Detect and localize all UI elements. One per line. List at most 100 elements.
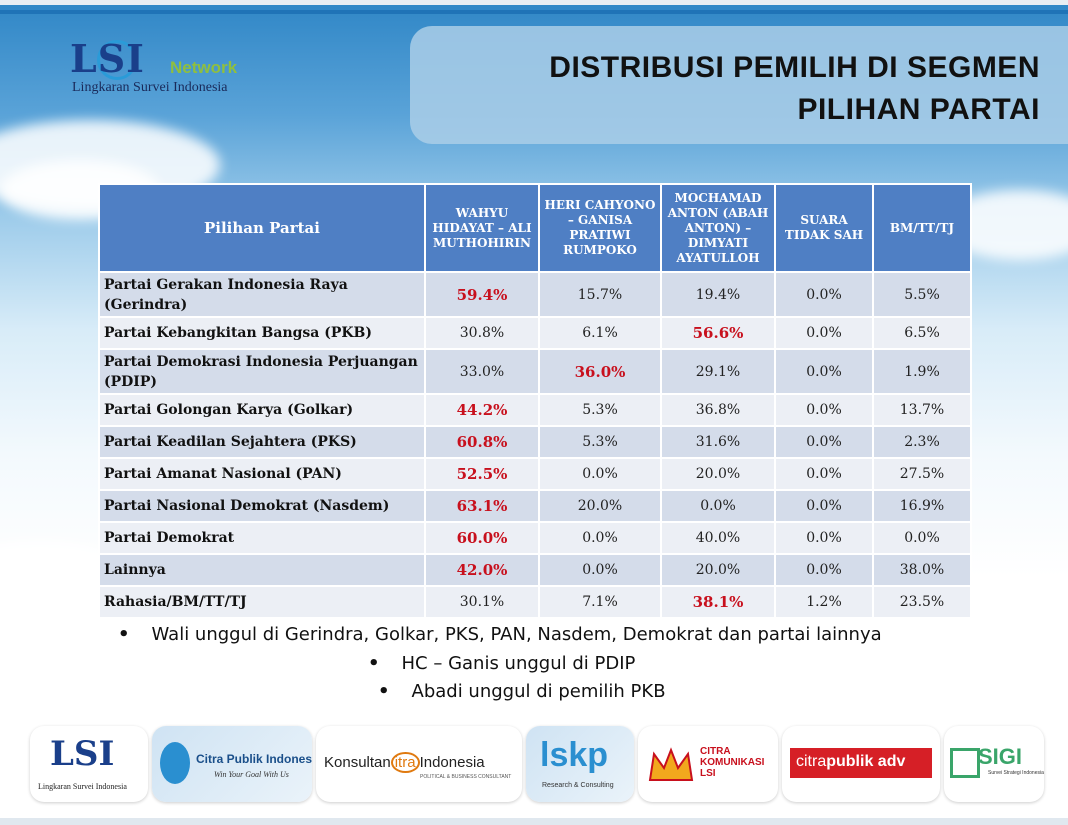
top-accent-bar (0, 10, 1068, 14)
sigi-mark: SIGI (978, 744, 1023, 769)
party-name-cell: Partai Amanat Nasional (PAN) (98, 457, 426, 491)
sigi-tagline: Survei Strategi Indonesia (988, 770, 1044, 776)
title-panel (410, 26, 1068, 144)
bullet-text: HC – Ganis unggul di PDIP (401, 653, 636, 674)
column-header: Pilihan Partai (98, 183, 426, 273)
value-cell: 0.0% (774, 316, 874, 350)
value-cell: 29.1% (660, 348, 776, 395)
logo-network-text: Network (170, 58, 238, 77)
ck-line3: LSI (700, 768, 716, 779)
table-row: Partai Gerakan Indonesia Raya (Gerindra)… (98, 271, 972, 318)
data-table-container: Pilihan Partai WAHYU HIDAYAT – ALI MUTHO… (98, 183, 972, 619)
footer-logo-citra-komunikasi: CITRA KOMUNIKASI LSI (638, 726, 778, 802)
value-cell: 20.0% (660, 457, 776, 491)
party-name-cell: Partai Gerakan Indonesia Raya (Gerindra) (98, 271, 426, 318)
value-cell: 23.5% (872, 585, 972, 619)
value-cell: 1.2% (774, 585, 874, 619)
logo-subtitle: Lingkaran Survei Indonesia (72, 80, 228, 95)
column-header: MOCHAMAD ANTON (ABAH ANTON) – DIMYATI AY… (660, 183, 776, 273)
value-cell: 0.0% (774, 425, 874, 459)
value-cell: 42.0% (424, 553, 540, 587)
citra-publik-tagline: Win Your Goal With Us (214, 770, 289, 779)
table-row: Partai Golongan Karya (Golkar) 44.2% 5.3% 3… (98, 393, 972, 427)
value-cell: 5.5% (872, 271, 972, 318)
value-cell: 0.0% (774, 521, 874, 555)
value-cell: 0.0% (538, 553, 662, 587)
party-name-cell: Partai Kebangkitan Bangsa (PKB) (98, 316, 426, 350)
value-cell: 33.0% (424, 348, 540, 395)
value-cell: 56.6% (660, 316, 776, 350)
konsultan-tagline: POLITICAL & BUSINESS CONSULTANT (420, 774, 512, 780)
title-line-2: PILIHAN PARTAI (797, 93, 1040, 126)
footer-logo-lsi: LSI Lingkaran Survei Indonesia (30, 726, 148, 802)
value-cell: 16.9% (872, 489, 972, 523)
value-cell: 60.0% (424, 521, 540, 555)
value-cell: 36.8% (660, 393, 776, 427)
konsultan-prefix: Konsultan (324, 754, 391, 771)
citra-publik-name: Citra Publik Indonesia (196, 752, 312, 766)
value-cell: 0.0% (774, 348, 874, 395)
table-row: Partai Keadilan Sejahtera (PKS) 60.8% 5.3%… (98, 425, 972, 459)
column-header: BM/TT/TJ (872, 183, 972, 273)
value-cell: 0.0% (538, 457, 662, 491)
crown-icon (648, 747, 694, 781)
table-row: Partai Nasional Demokrat (Nasdem) 63.1% 20… (98, 489, 972, 523)
sigi-square-icon (950, 748, 980, 778)
value-cell: 0.0% (660, 489, 776, 523)
adv-text: citrapublik adv (796, 753, 905, 771)
party-name-cell: Partai Golongan Karya (Golkar) (98, 393, 426, 427)
value-cell: 63.1% (424, 489, 540, 523)
value-cell: 13.7% (872, 393, 972, 427)
logo-ring-icon (97, 40, 137, 80)
ck-line1: CITRA (700, 746, 731, 757)
lsi-network-logo: LSI Network Lingkaran Survei Indonesia (70, 36, 270, 96)
table-header-row: Pilihan Partai WAHYU HIDAYAT – ALI MUTHO… (98, 183, 972, 273)
value-cell: 0.0% (774, 489, 874, 523)
top-border (0, 0, 1068, 5)
value-cell: 38.0% (872, 553, 972, 587)
bullet-item: • Abadi unggul di pemilih PKB (378, 681, 666, 702)
konsultan-suffix: Indonesia (419, 754, 485, 771)
value-cell: 0.0% (774, 271, 874, 318)
konsultan-middle: itra (390, 752, 420, 773)
footer-logo-konsultan-citra: Konsultan itra Indonesia POLITICAL & BUSIN… (316, 726, 522, 802)
ck-line2: KOMUNIKASI (700, 757, 765, 768)
value-cell: 52.5% (424, 457, 540, 491)
value-cell: 60.8% (424, 425, 540, 459)
konsultan-text: Konsultan itra Indonesia (324, 752, 485, 773)
bullet-dot-icon: • (368, 653, 380, 674)
adv-red-bar (790, 748, 932, 778)
table-body: Partai Gerakan Indonesia Raya (Gerindra)… (98, 271, 972, 619)
value-cell: 15.7% (538, 271, 662, 318)
value-cell: 38.1% (660, 585, 776, 619)
value-cell: 1.9% (872, 348, 972, 395)
value-cell: 0.0% (538, 521, 662, 555)
value-cell: 40.0% (660, 521, 776, 555)
footer-logos: LSI Lingkaran Survei Indonesia Citra Pub… (30, 722, 1050, 802)
footer-logo-citrapublik-adv: citrapublik adv (782, 726, 940, 802)
value-cell: 44.2% (424, 393, 540, 427)
value-cell: 0.0% (774, 393, 874, 427)
footer-logo-lskp: lskp Research & Consulting (526, 726, 634, 802)
value-cell: 2.3% (872, 425, 972, 459)
party-name-cell: Rahasia/BM/TT/TJ (98, 585, 426, 619)
table-row: Partai Demokrat 60.0% 0.0% 40.0% 0.0% 0.0% (98, 521, 972, 555)
value-cell: 6.1% (538, 316, 662, 350)
citra-publik-globe-icon (160, 742, 190, 784)
value-cell: 5.3% (538, 393, 662, 427)
column-header: SUARA TIDAK SAH (774, 183, 874, 273)
party-name-cell: Partai Nasional Demokrat (Nasdem) (98, 489, 426, 523)
table-row: Lainnya 42.0% 0.0% 20.0% 0.0% 38.0% (98, 553, 972, 587)
value-cell: 6.5% (872, 316, 972, 350)
value-cell: 31.6% (660, 425, 776, 459)
value-cell: 0.0% (774, 457, 874, 491)
page-title: DISTRIBUSI PEMILIH DI SEGMEN PILIHAN PAR… (549, 47, 1040, 131)
bullet-item: • HC – Ganis unggul di PDIP (368, 653, 635, 674)
lskp-mark: lskp (540, 736, 609, 774)
adv-part2: publik adv (826, 753, 906, 770)
distribution-table: Pilihan Partai WAHYU HIDAYAT – ALI MUTHO… (98, 183, 972, 619)
value-cell: 0.0% (872, 521, 972, 555)
value-cell: 7.1% (538, 585, 662, 619)
title-line-1: DISTRIBUSI PEMILIH DI SEGMEN (549, 51, 1040, 84)
